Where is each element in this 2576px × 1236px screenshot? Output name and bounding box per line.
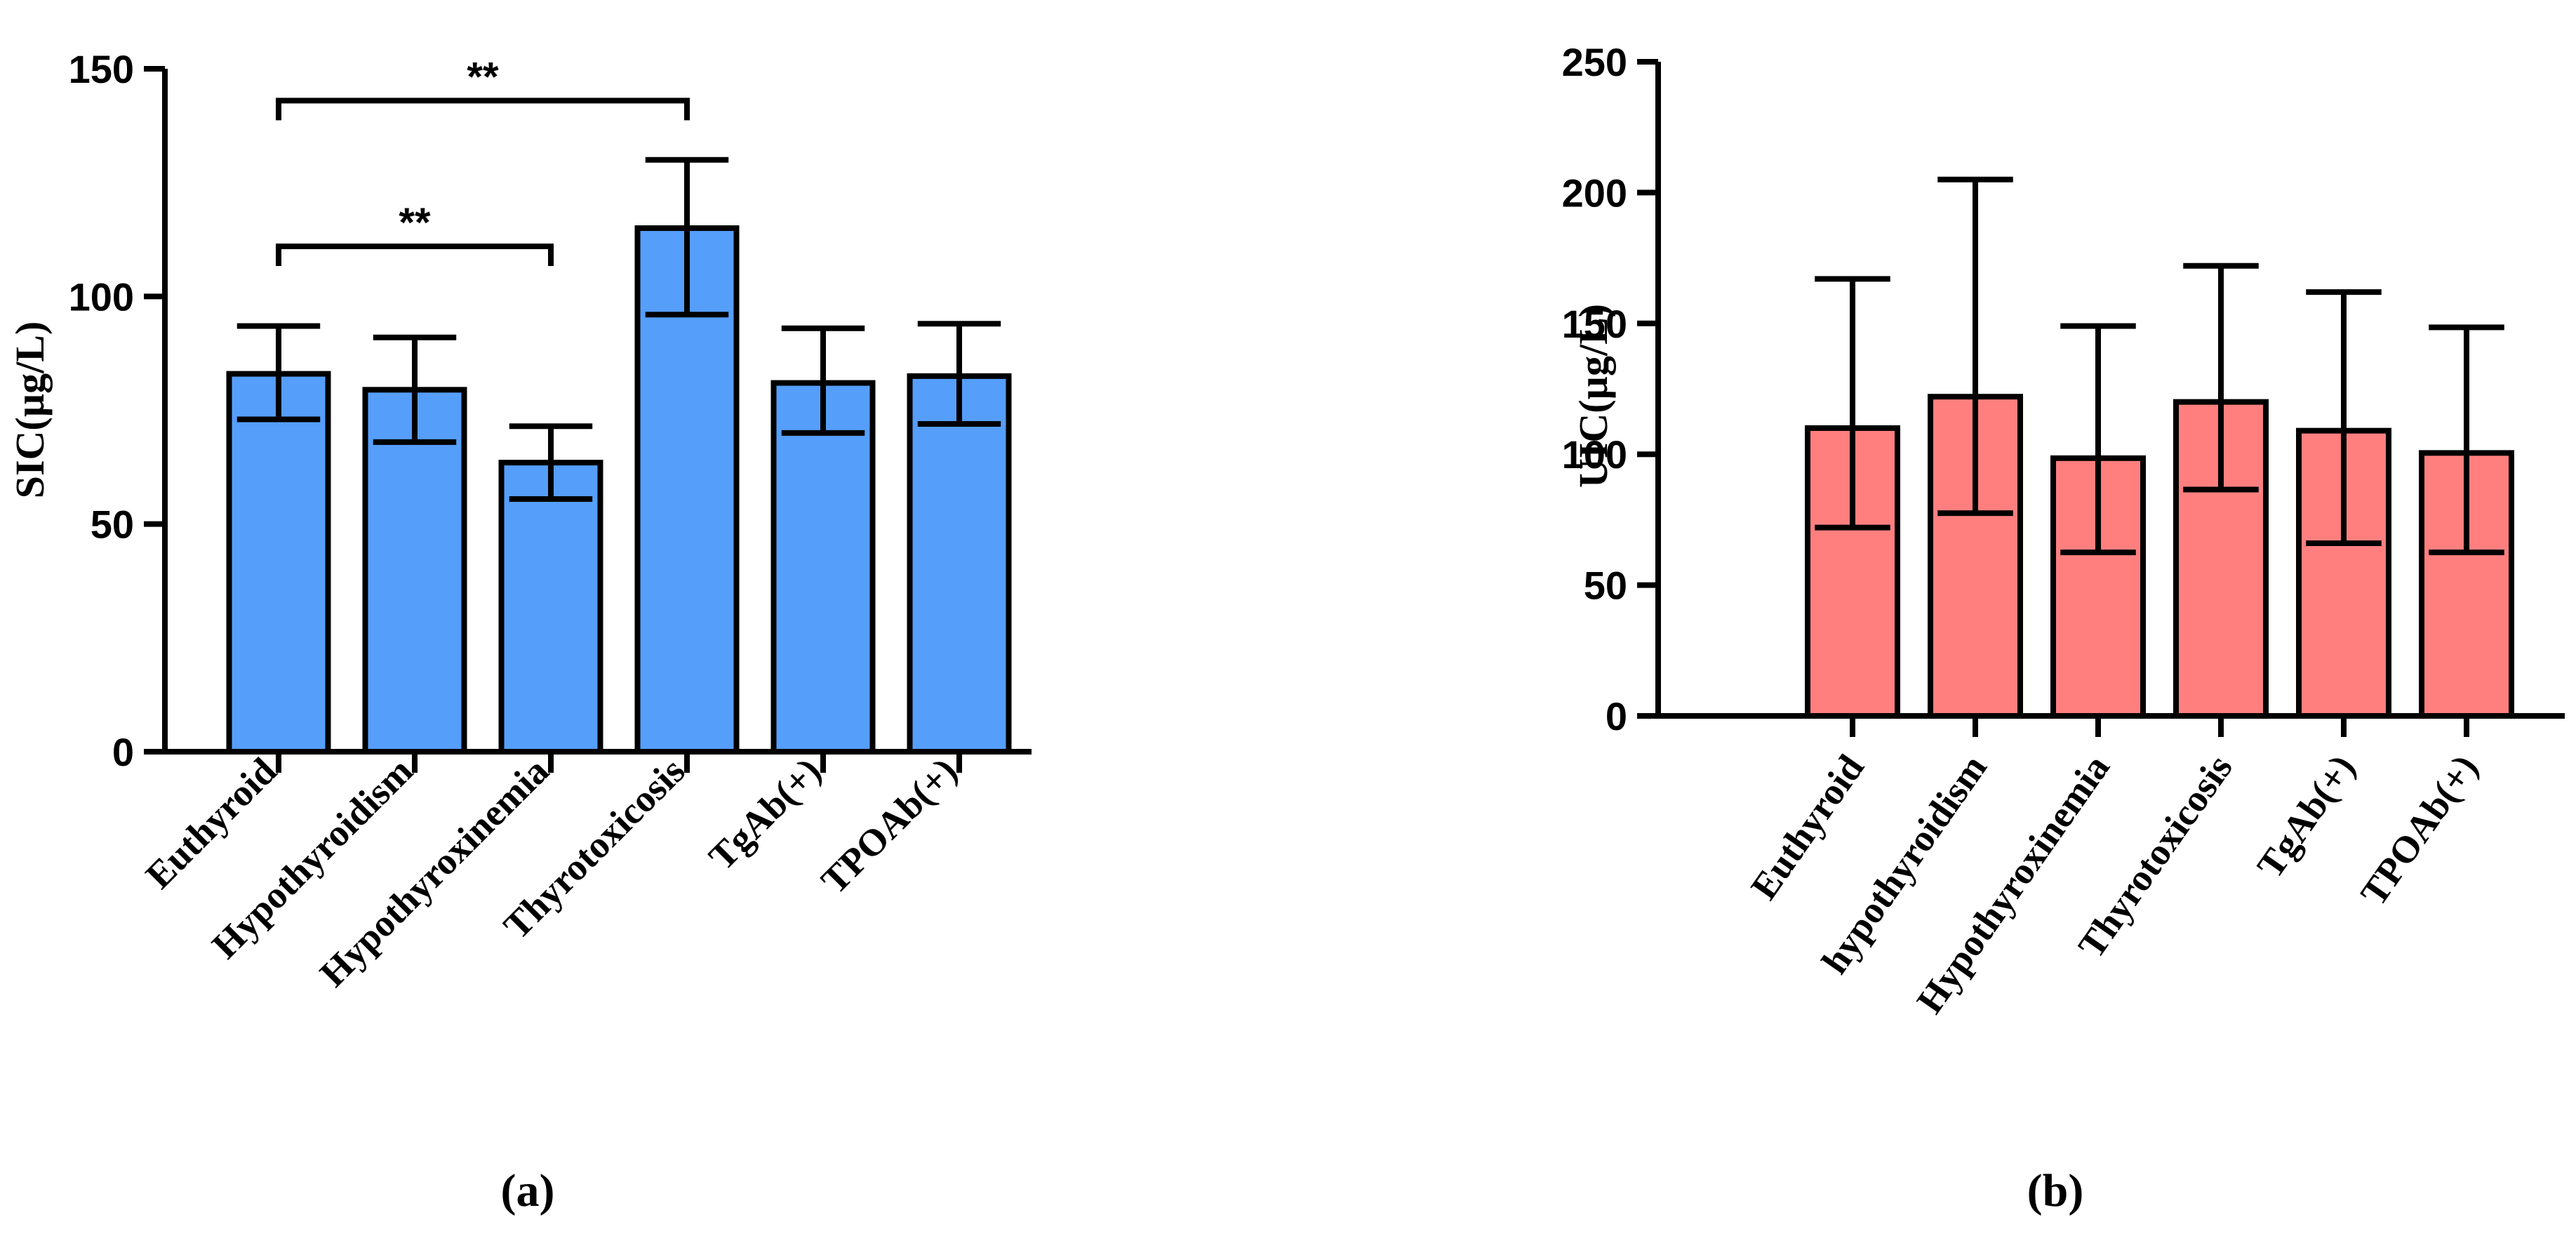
x-tick-label: Hypothyroxinemia xyxy=(312,750,556,995)
y-tick-label: 150 xyxy=(69,47,134,91)
x-tick-label: Euthyroid xyxy=(1742,747,1872,907)
y-tick-label: 0 xyxy=(112,730,134,774)
y-tick-label: 150 xyxy=(1562,302,1627,346)
panel-b-uic-chart: 050100150200250EuthyroidhypothyroidismHy… xyxy=(1562,40,2565,1216)
bar-tpoab- xyxy=(907,373,1012,755)
bar-hypothyroidism xyxy=(1928,394,2023,719)
panel-a-sic-chart: 050100150EuthyroidHypothyroidismHypothyr… xyxy=(7,47,1032,1216)
x-tick-label: Euthyroid xyxy=(138,750,284,896)
x-tick-label: TgAb(+) xyxy=(700,750,829,878)
bar-hypothyroxinemia xyxy=(498,460,603,755)
y-axis-title: UIC(µg/L) xyxy=(1570,304,1616,488)
bar-hypothyroidism xyxy=(362,387,467,755)
significance-bracket xyxy=(276,98,690,121)
y-tick-label: 250 xyxy=(1562,40,1627,84)
y-tick-label: 200 xyxy=(1562,171,1627,215)
x-tick-label: TPOAb(+) xyxy=(2352,747,2486,913)
y-tick-label: 0 xyxy=(1606,694,1627,738)
y-tick-label: 100 xyxy=(1562,432,1627,477)
bar-tgab- xyxy=(770,380,876,755)
y-axis-title: SIC(µg/L) xyxy=(7,321,53,499)
panel-letter: (b) xyxy=(2027,1165,2084,1216)
x-tick-label: TPOAb(+) xyxy=(813,750,966,902)
y-tick-label: 100 xyxy=(69,274,134,319)
significance-label: ** xyxy=(467,54,499,100)
bar-euthyroid xyxy=(226,371,331,755)
panel-letter: (a) xyxy=(501,1165,555,1216)
y-tick-label: 50 xyxy=(91,503,134,547)
y-tick-label: 50 xyxy=(1584,564,1627,608)
significance-label: ** xyxy=(399,200,431,246)
significance-bracket xyxy=(276,243,554,266)
x-tick-label: TgAb(+) xyxy=(2249,747,2363,885)
